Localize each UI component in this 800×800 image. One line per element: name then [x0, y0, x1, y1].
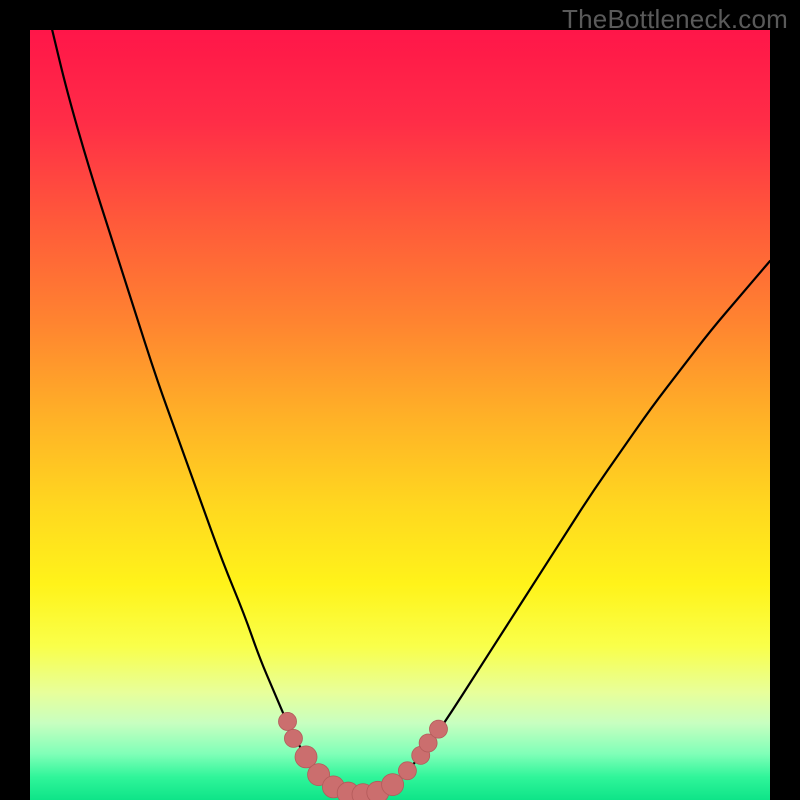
chart-container: TheBottleneck.com — [0, 0, 800, 800]
data-marker — [279, 712, 297, 730]
watermark-text: TheBottleneck.com — [562, 4, 788, 35]
data-marker — [398, 762, 416, 780]
data-marker — [284, 729, 302, 747]
data-marker — [429, 720, 447, 738]
bottleneck-chart — [0, 0, 800, 800]
gradient-background — [30, 30, 770, 800]
